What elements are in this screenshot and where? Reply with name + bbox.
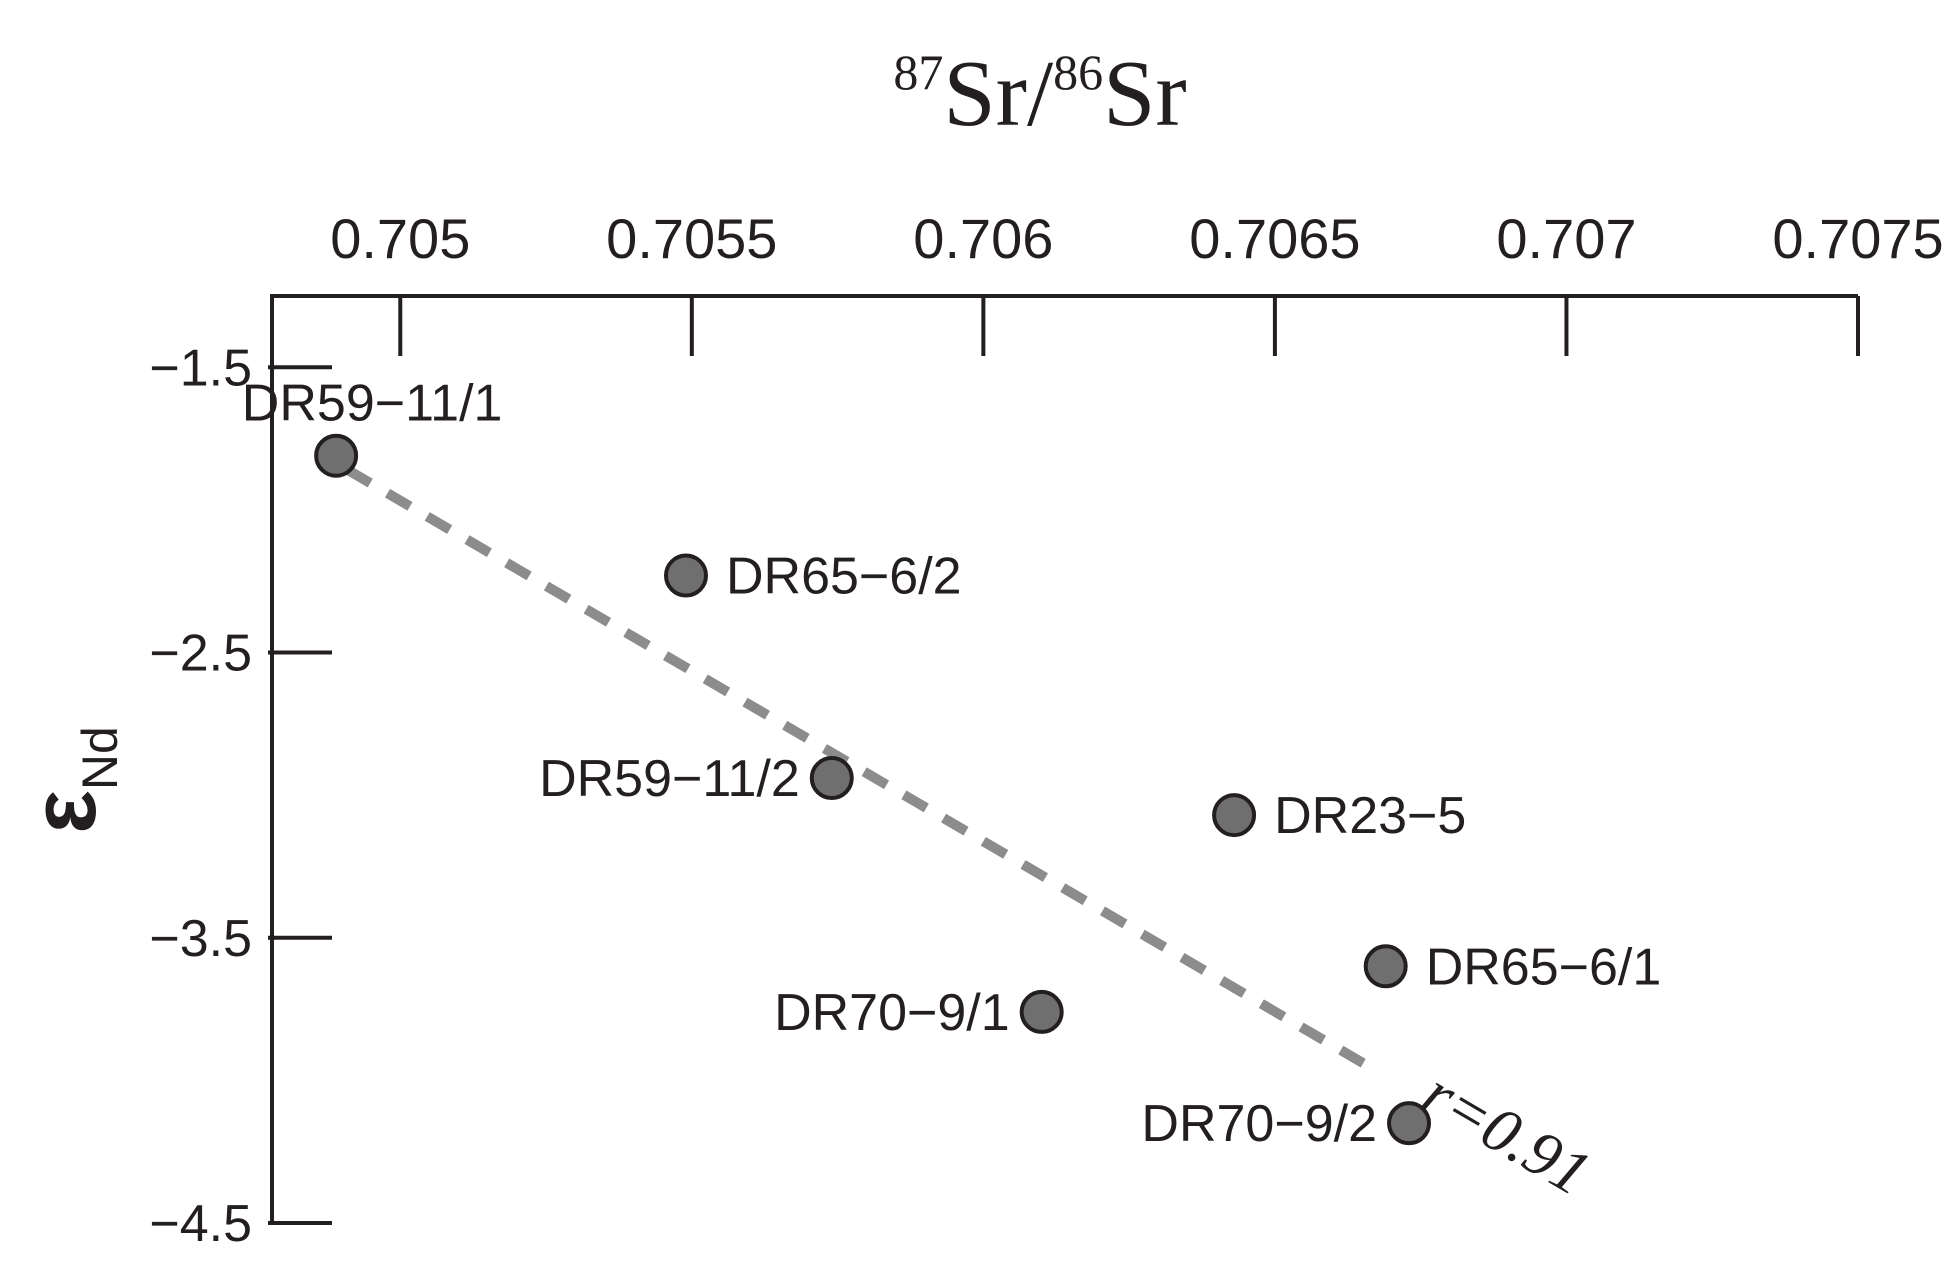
x-title-main1: Sr xyxy=(943,42,1027,146)
trendline-label: r=0.91 xyxy=(1411,1057,1602,1209)
x-axis-title: 87Sr/86Sr xyxy=(893,42,1186,146)
point-2 xyxy=(809,756,854,801)
point-label-4: DR65−6/1 xyxy=(1426,938,1662,996)
y-tick-label-0: −1.5 xyxy=(149,339,252,397)
x-title-sup1: 87 xyxy=(893,44,943,100)
x-tick-label-0: 0.705 xyxy=(330,207,470,270)
y-title-sub: Nd xyxy=(72,726,128,790)
point-label-2: DR59−11/2 xyxy=(539,750,800,808)
x-tick-label-4: 0.707 xyxy=(1496,207,1636,270)
y-tick-label-3: −4.5 xyxy=(149,1195,252,1253)
x-tick-label-1: 0.7055 xyxy=(606,207,777,270)
x-title-sup2: 86 xyxy=(1053,44,1103,100)
x-tick-label-5: 0.7075 xyxy=(1772,207,1943,270)
x-ticks: 0.705 0.7055 0.706 0.7065 0.707 0.7075 xyxy=(330,207,1944,356)
y-tick-label-1: −2.5 xyxy=(149,625,252,683)
point-label-3: DR23−5 xyxy=(1274,787,1466,845)
point-label-0: DR59−11/1 xyxy=(242,375,503,433)
point-label-5: DR70−9/1 xyxy=(774,984,1010,1042)
x-title-main2: Sr xyxy=(1103,42,1187,146)
x-tick-label-3: 0.7065 xyxy=(1189,207,1360,270)
point-5 xyxy=(1019,989,1064,1034)
point-0 xyxy=(314,433,359,478)
point-3 xyxy=(1212,793,1257,838)
x-tick-label-2: 0.706 xyxy=(913,207,1053,270)
y-ticks: −1.5 −2.5 −3.5 −4.5 xyxy=(149,339,332,1253)
data-points: DR59−11/1 DR65−6/2 DR59−11/2 DR23−5 DR65−6/1… xyxy=(242,375,1662,1153)
x-title-slash: / xyxy=(1027,42,1054,146)
point-label-6: DR70−9/2 xyxy=(1141,1095,1377,1153)
y-axis-title: εNd xyxy=(13,726,128,834)
y-tick-label-2: −3.5 xyxy=(149,910,252,968)
trendline xyxy=(345,465,1371,1071)
point-4 xyxy=(1363,944,1408,989)
y-title-main: ε xyxy=(13,790,115,834)
point-6 xyxy=(1387,1101,1432,1146)
point-label-1: DR65−6/2 xyxy=(726,548,962,606)
point-1 xyxy=(663,553,708,598)
